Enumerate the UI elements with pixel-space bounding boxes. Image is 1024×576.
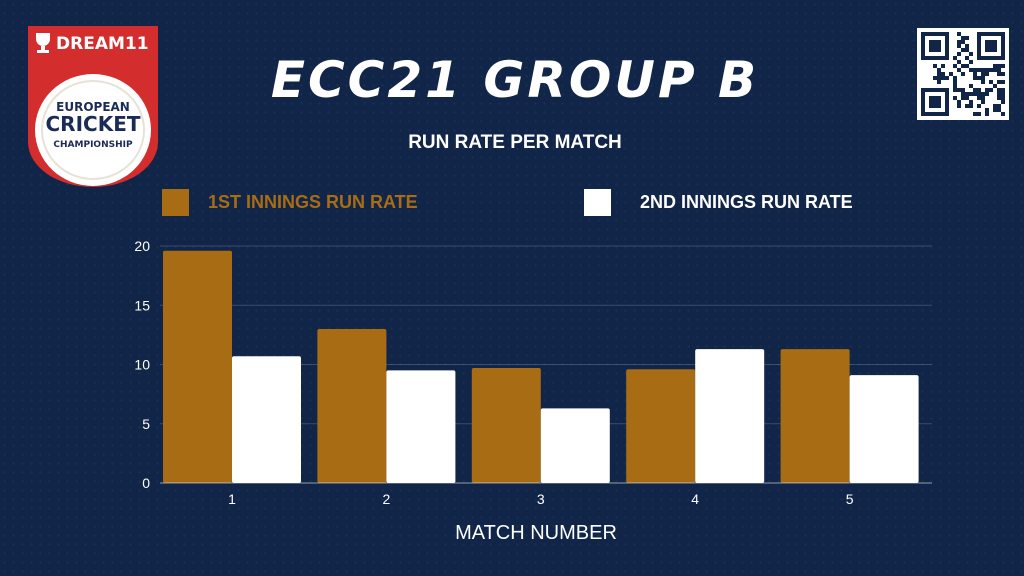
legend-swatch-2nd-innings bbox=[584, 189, 611, 216]
logo-line1: EUROPEAN bbox=[56, 100, 130, 114]
legend-label-2nd-innings: 2ND INNINGS RUN RATE bbox=[640, 192, 853, 212]
y-tick-label: 15 bbox=[134, 297, 150, 313]
bar-series-1-match-4 bbox=[626, 369, 696, 483]
y-tick-label: 10 bbox=[134, 357, 150, 373]
x-tick-label: 5 bbox=[846, 491, 854, 507]
european-cricket-championship-logo: DREAM11 EUROPEAN CRICKET CHAMPIONSHIP bbox=[28, 26, 158, 187]
qr-code-icon bbox=[917, 28, 1009, 120]
y-tick-label: 0 bbox=[142, 475, 150, 491]
bar-series-2-match-2 bbox=[386, 370, 456, 483]
legend-swatch-1st-innings bbox=[162, 189, 189, 216]
x-tick-label: 2 bbox=[383, 491, 391, 507]
bar-series-1-match-2 bbox=[317, 328, 387, 483]
trophy-icon bbox=[36, 33, 50, 53]
x-axis-title: MATCH NUMBER bbox=[455, 522, 617, 544]
logo-line3: CHAMPIONSHIP bbox=[53, 140, 133, 150]
bar-series-2-match-1 bbox=[232, 356, 301, 483]
bar-series-1-match-1 bbox=[163, 250, 232, 483]
legend-label-1st-innings: 1ST INNINGS RUN RATE bbox=[208, 192, 418, 212]
logo-brand: DREAM11 bbox=[56, 34, 149, 54]
x-tick-label: 4 bbox=[691, 491, 699, 507]
bar-series-1-match-5 bbox=[780, 349, 850, 483]
page-title: ECC21 GROUP B bbox=[270, 51, 760, 109]
bar-series-2-match-3 bbox=[540, 408, 610, 483]
y-tick-label: 5 bbox=[142, 416, 150, 432]
x-tick-label: 3 bbox=[537, 491, 545, 507]
y-tick-label: 20 bbox=[134, 238, 150, 254]
bar-series-2-match-4 bbox=[695, 349, 765, 483]
bar-series-2-match-5 bbox=[849, 375, 919, 483]
bar-series-1-match-3 bbox=[471, 368, 541, 483]
x-tick-label: 1 bbox=[228, 491, 236, 507]
chart-title: RUN RATE PER MATCH bbox=[408, 132, 622, 153]
logo-line2: CRICKET bbox=[46, 112, 141, 136]
